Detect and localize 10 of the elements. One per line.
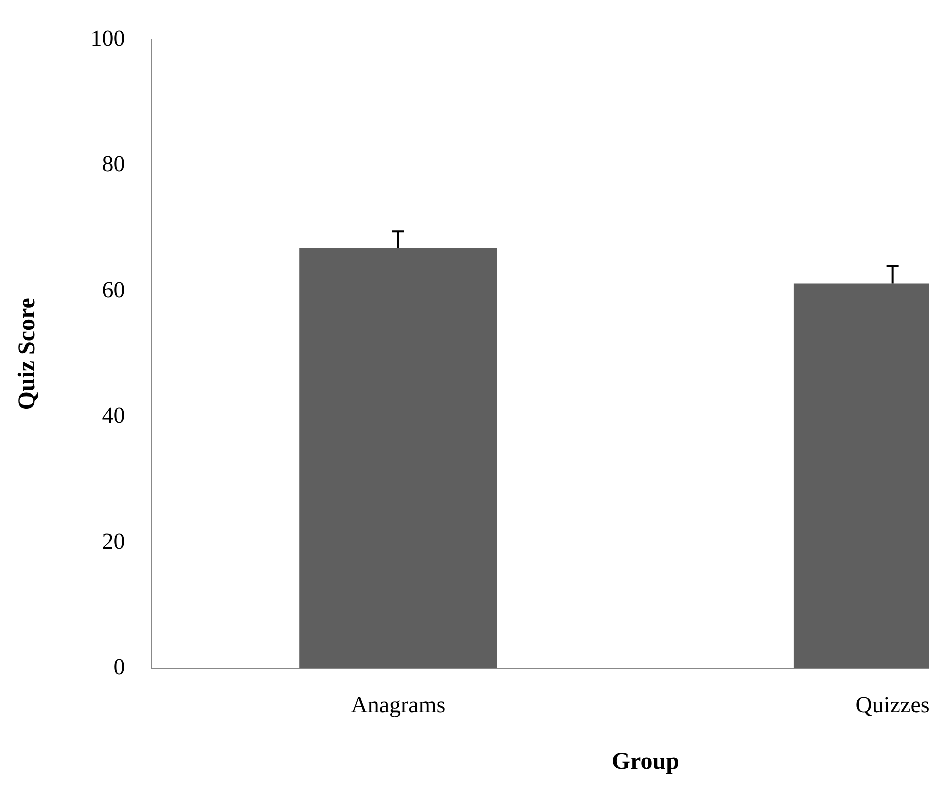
y-tick-label: 40 — [102, 403, 126, 428]
y-tick-label: 0 — [114, 654, 126, 680]
x-tick-label: Quizzes — [856, 692, 929, 718]
x-tick-label: Anagrams — [351, 692, 446, 718]
y-axis-title: Quiz Score — [14, 298, 41, 410]
y-tick-label: 100 — [90, 26, 126, 51]
y-tick-label: 80 — [102, 152, 126, 177]
x-axis-title: Group — [612, 748, 680, 775]
y-tick-label: 60 — [102, 277, 126, 302]
y-tick-label: 20 — [102, 528, 126, 554]
